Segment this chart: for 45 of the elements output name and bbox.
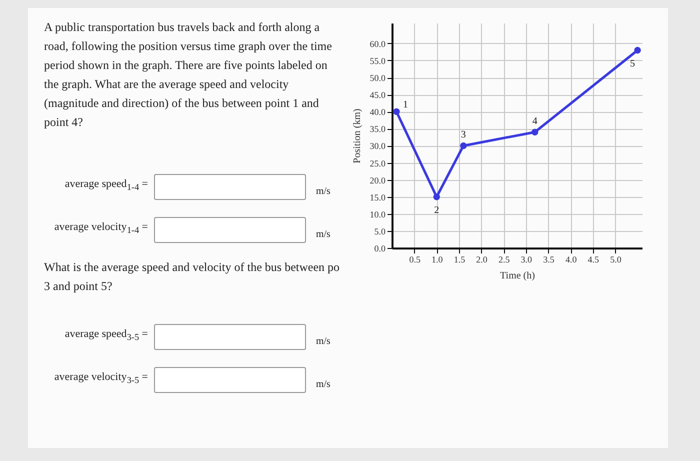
text: m/s — [315, 185, 330, 199]
y-tick-label: 60.0 — [370, 38, 386, 49]
annotation: 1 — [402, 100, 408, 111]
x-axis-title: Time (h) — [500, 270, 535, 282]
annotation: 2 — [434, 204, 440, 216]
x-tick-label: 1.5 — [454, 254, 466, 264]
x-tick-label: 3.0 — [520, 254, 533, 264]
point — [634, 46, 641, 54]
x-tick-label: 0.5 — [409, 254, 421, 264]
y-tick-label: 55.0 — [370, 56, 386, 66]
text: average speed$_{3-5}$ = — [64, 327, 149, 345]
y-axis-title: Position (km) — [352, 108, 363, 164]
y-tick-label: 45.0 — [370, 90, 386, 100]
y-tick-label: 30.0 — [370, 141, 386, 152]
x-tick-label: 1.0 — [432, 254, 444, 264]
point — [433, 194, 440, 200]
x-tick-label: 2.5 — [498, 254, 510, 264]
annotation: 5 — [630, 58, 636, 70]
text: average velocity$_{3-5}$ = — [53, 370, 149, 388]
text: average speed$_{1-4}$ = — [64, 177, 149, 195]
y-tick-label: 20.0 — [370, 175, 386, 186]
y-tick-label: 35.0 — [370, 124, 386, 134]
point — [393, 108, 400, 115]
x-tick-label: 3.5 — [543, 254, 555, 264]
text: What is the average speed and velocity of the bus between po 3 and point 5? — [44, 259, 341, 295]
point — [532, 128, 538, 136]
y-tick-label: 40.0 — [370, 107, 386, 118]
x-tick-label: 4.5 — [588, 254, 600, 264]
y-tick-label: 15.0 — [370, 192, 386, 202]
text: m/s — [315, 378, 330, 392]
text: m/s — [315, 228, 330, 242]
text: m/s — [315, 335, 330, 349]
y-tick-label: 10.0 — [370, 209, 386, 220]
text: A public transportation bus travels back and forth along a road, following the position versus time graph over the time period shown in the graph. There are five points labeled on the graph. What are the average speed and velocity (magnitude and direction) of the bus between point 1 and point 4? — [44, 19, 333, 131]
y-tick-label: 25.0 — [370, 158, 386, 168]
x-tick-label: 4.0 — [565, 254, 578, 264]
y-tick-label: 50.0 — [370, 73, 386, 84]
y-tick-label: 5.0 — [374, 226, 386, 236]
x-tick-label: 5.0 — [610, 254, 622, 264]
annotation: 3 — [460, 130, 466, 141]
x-tick-label: 2.0 — [476, 254, 488, 264]
text: average velocity$_{1-4}$ = — [53, 220, 149, 238]
point — [460, 142, 467, 150]
y-tick-label: 0.0 — [374, 244, 386, 254]
annotation: 4 — [532, 116, 538, 128]
